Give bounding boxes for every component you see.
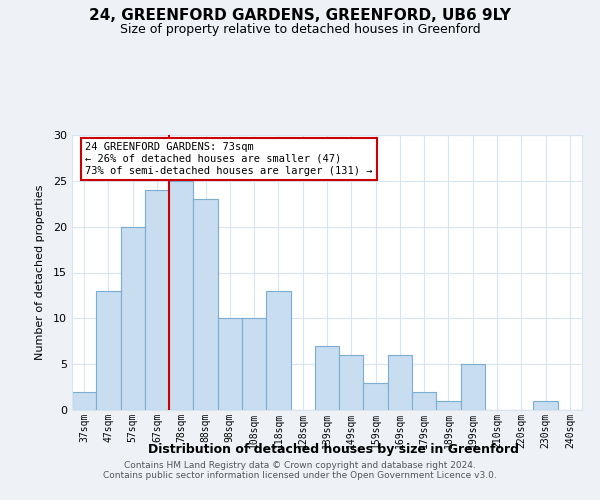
Bar [364,382,388,410]
Text: 24, GREENFORD GARDENS, GREENFORD, UB6 9LY: 24, GREENFORD GARDENS, GREENFORD, UB6 9L… [89,8,511,22]
Bar [72,392,96,410]
Text: Distribution of detached houses by size in Greenford: Distribution of detached houses by size … [148,442,518,456]
Text: Size of property relative to detached houses in Greenford: Size of property relative to detached ho… [119,22,481,36]
Y-axis label: Number of detached properties: Number of detached properties [35,185,44,360]
Bar [339,355,364,410]
Bar [145,190,169,410]
Bar [436,401,461,410]
Bar [388,355,412,410]
Bar [218,318,242,410]
Bar [193,199,218,410]
Bar [461,364,485,410]
Bar [266,291,290,410]
Bar [242,318,266,410]
Bar [412,392,436,410]
Text: Contains HM Land Registry data © Crown copyright and database right 2024.
Contai: Contains HM Land Registry data © Crown c… [103,460,497,480]
Bar [121,226,145,410]
Bar [169,181,193,410]
Bar [96,291,121,410]
Bar [315,346,339,410]
Bar [533,401,558,410]
Text: 24 GREENFORD GARDENS: 73sqm
← 26% of detached houses are smaller (47)
73% of sem: 24 GREENFORD GARDENS: 73sqm ← 26% of det… [85,142,373,176]
